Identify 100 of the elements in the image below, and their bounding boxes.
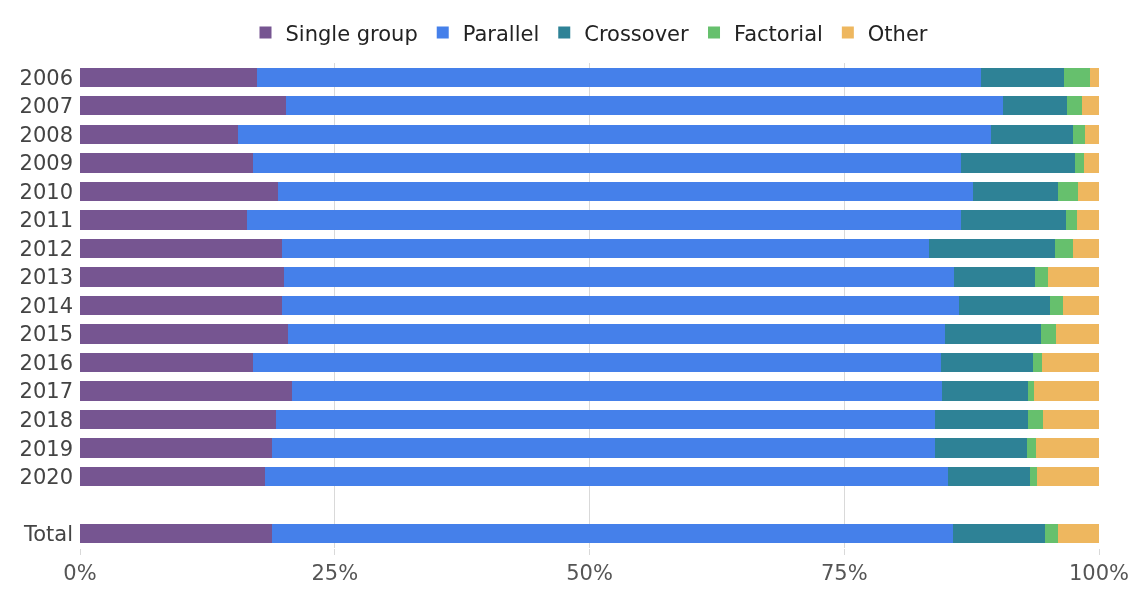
bar: [287, 324, 946, 344]
bar: [1058, 524, 1099, 544]
bar: [1027, 409, 1043, 430]
bar: [948, 466, 1030, 487]
y-tick-label: 2007: [19, 94, 73, 119]
bar: [959, 295, 1051, 316]
bar: [961, 153, 1075, 173]
bar: [80, 295, 282, 316]
y-tick-label: 2020: [19, 465, 73, 490]
bar: [253, 153, 962, 173]
bar: [972, 181, 1059, 202]
bar: [277, 181, 973, 202]
y-tick-label: Total: [22, 522, 73, 547]
y-tick-label: 2016: [19, 350, 73, 375]
bar: [1089, 67, 1099, 87]
bar: [1081, 96, 1099, 116]
y-tick-label: 2009: [19, 151, 73, 176]
bar: [1026, 438, 1036, 458]
bar: [1040, 324, 1057, 344]
bar: [247, 210, 962, 230]
bar: [281, 238, 929, 259]
y-tick-label: 2013: [19, 265, 73, 290]
x-tick-label: 75%: [820, 561, 868, 586]
bar: [80, 381, 292, 401]
bar: [237, 124, 991, 145]
bar: [1066, 210, 1077, 230]
bar: [253, 352, 942, 373]
legend-label: Single group: [285, 21, 418, 46]
bar: [80, 438, 272, 458]
bar: [1074, 153, 1084, 173]
y-tick-label: 2008: [19, 122, 73, 147]
y-tick-label: 2012: [19, 236, 73, 261]
legend-label: Other: [867, 21, 928, 46]
x-tick-label: 50%: [566, 561, 613, 586]
x-tick-label: 25%: [311, 561, 359, 586]
bar: [1032, 352, 1042, 373]
bar: [1042, 409, 1099, 430]
bar: [271, 438, 935, 458]
bar: [961, 210, 1067, 230]
bar: [1083, 153, 1099, 173]
bar: [80, 238, 282, 259]
y-tick-label: 2015: [19, 322, 73, 347]
bar: [283, 267, 955, 287]
x-tick-label: 0%: [63, 561, 97, 586]
bar: [80, 181, 278, 202]
y-tick-label: 2017: [19, 379, 73, 404]
bar: [1027, 381, 1034, 401]
bar: [1067, 96, 1082, 116]
bar: [80, 324, 288, 344]
bar: [1072, 238, 1099, 259]
bar: [1058, 181, 1078, 202]
bar: [1076, 210, 1099, 230]
y-tick-label: 2011: [19, 208, 73, 233]
bar: [80, 267, 284, 287]
bar: [1064, 67, 1090, 87]
bar: [291, 381, 943, 401]
bar: [934, 438, 1027, 458]
bar: [80, 96, 286, 116]
bar: [281, 295, 960, 316]
bar: [271, 524, 954, 544]
bar: [80, 153, 254, 173]
y-tick-label: 2010: [19, 179, 73, 204]
bar: [1072, 124, 1085, 145]
bar: [257, 67, 981, 87]
bar: [1036, 466, 1099, 487]
bar: [80, 124, 238, 145]
bar: [80, 352, 254, 373]
y-tick-label: 2019: [19, 436, 73, 461]
bar: [1003, 96, 1068, 116]
bar: [1041, 352, 1099, 373]
bar: [954, 267, 1035, 287]
bar: [80, 466, 266, 487]
bar: [1033, 381, 1099, 401]
bar: [1044, 524, 1059, 544]
legend-label: Parallel: [462, 21, 540, 46]
bar: [1084, 124, 1099, 145]
bar: [1034, 267, 1049, 287]
bar: [80, 524, 272, 544]
bar: [1077, 181, 1099, 202]
bar: [80, 67, 258, 87]
bar: [941, 352, 1033, 373]
bar: [928, 238, 1056, 259]
bar: [1029, 466, 1037, 487]
y-tick-label: 2018: [19, 407, 73, 432]
bar: [1056, 324, 1099, 344]
bar: [990, 124, 1073, 145]
bar: [980, 67, 1065, 87]
bar: [80, 409, 276, 430]
bar: [80, 210, 248, 230]
bar: [945, 324, 1041, 344]
bar: [265, 466, 949, 487]
legend-label: Crossover: [584, 21, 690, 46]
bar: [1050, 295, 1064, 316]
bar: [1055, 238, 1073, 259]
bar: [275, 409, 935, 430]
y-tick-label: 2014: [19, 293, 73, 318]
x-tick-label: 100%: [1068, 561, 1130, 586]
y-tick-label: 2006: [19, 65, 73, 90]
legend-label: Factorial: [734, 21, 823, 46]
bar: [1035, 438, 1099, 458]
